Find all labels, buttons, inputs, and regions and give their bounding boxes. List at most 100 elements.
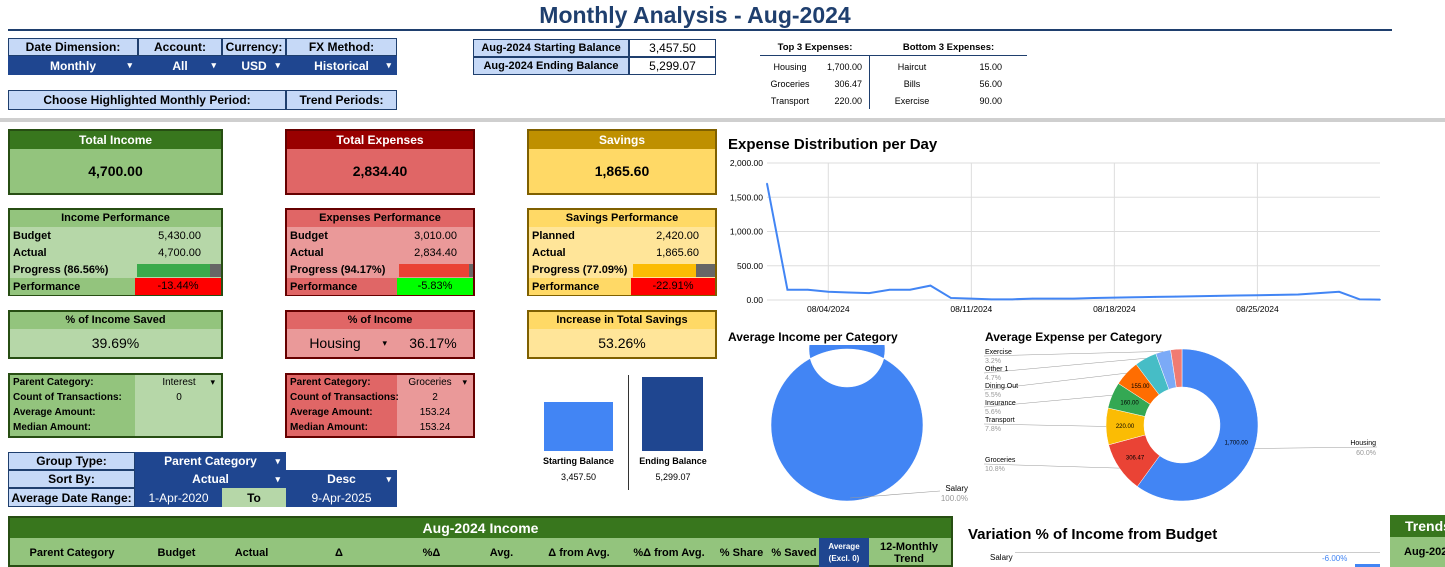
expense-pie-leader (983, 351, 1164, 357)
group-type-label: Group Type: (8, 452, 135, 470)
x-tick-label: 08/11/2024 (950, 304, 992, 314)
total-income-value: 4,700.00 (88, 163, 143, 179)
sort-by-dropdown[interactable]: Actual (135, 470, 286, 488)
income-parent-dropdown[interactable]: Interest (137, 375, 221, 390)
expense-distribution-title: Expense Distribution per Day (728, 136, 938, 153)
expense-line-series (766, 183, 1381, 301)
expense-point (847, 291, 850, 294)
expense-point (786, 288, 789, 291)
section-divider (0, 118, 1445, 122)
expense-point (868, 292, 870, 294)
date-range-to-label: To (222, 488, 286, 507)
expense-point (1256, 294, 1259, 297)
expense-point (1072, 297, 1075, 300)
account-dropdown[interactable]: All (138, 56, 222, 75)
trends-period: Aug-202 (1390, 537, 1445, 567)
expense-point (1011, 298, 1013, 301)
y-tick-label: 1,000.00 (730, 227, 763, 237)
pct-of-income-card: % of Income Housing 36.17% (285, 310, 475, 359)
y-tick-label: 500.00 (737, 261, 763, 271)
fx-method-dropdown[interactable]: Historical (286, 56, 397, 75)
title-divider (8, 29, 1392, 31)
increase-savings-value: 53.26% (598, 335, 646, 351)
savings-performance-value: -22.91% (631, 278, 715, 295)
income-col-header: Budget (157, 546, 196, 559)
expense-point (1338, 290, 1340, 293)
income-col-header: %Δ from Avg. (633, 546, 705, 559)
pct-category-dropdown[interactable]: Housing (287, 329, 393, 357)
expense-pie-title: Average Expense per Category (985, 330, 1162, 344)
expense-pie-pct: 3.2% (985, 358, 1001, 365)
expense-point (950, 297, 952, 299)
expenses-progress-bar (399, 264, 473, 277)
income-pie-label: Salary (945, 484, 968, 493)
income-saved-value: 39.69% (91, 335, 140, 351)
expense-pie-label: Exercise (985, 349, 1012, 356)
expense-pie-chart: 1,700.00 306.47 220.00 160.00 155.00 Exercise… (983, 348, 1378, 502)
savings-card: Savings 1,865.60 (527, 129, 717, 195)
income-col-header: 12-Monthly Trend (879, 540, 939, 565)
date-dimension-label: Date Dimension: (8, 38, 138, 56)
trend-periods-label[interactable]: Trend Periods: (286, 90, 397, 110)
expense-point (888, 288, 891, 291)
expense-point (990, 298, 993, 301)
expense-point (1093, 297, 1095, 299)
x-tick-label: 08/25/2024 (1236, 304, 1279, 314)
expense-pie-pct: 7.8% (985, 426, 1001, 433)
expense-point (1154, 296, 1157, 298)
currency-dropdown[interactable]: USD (222, 56, 286, 75)
expense-point (1358, 298, 1361, 301)
income-col-header[interactable]: Average (Excl. 0) (819, 538, 869, 567)
expense-pie-leader (1254, 446, 1378, 449)
expense-pie-pct: 4.7% (985, 375, 1001, 382)
variation-bar (1355, 564, 1380, 567)
y-tick-label: 1,500.00 (730, 192, 763, 202)
expense-point (909, 288, 911, 291)
expense-pie-label: Other 1 (985, 366, 1008, 373)
expenses-performance-card: Expenses Performance Budget 3,010.00 Actu… (285, 208, 475, 296)
expense-point (1113, 296, 1116, 299)
variation-row-label: Salary (990, 553, 1013, 562)
expense-pie-label: Groceries (985, 457, 1016, 464)
expense-pie-leader (983, 358, 1146, 374)
variation-row-value: -6.00% (1322, 554, 1348, 563)
expense-pie-pct: 60.0% (1356, 450, 1376, 457)
income-col-header: % Saved (771, 546, 817, 559)
date-range-to[interactable]: 9-Apr-2025 (286, 488, 397, 507)
group-type-dropdown[interactable]: Parent Category (135, 452, 286, 470)
expense-pie-slice (1170, 348, 1183, 388)
date-range-from[interactable]: 1-Apr-2020 (135, 488, 222, 507)
date-dimension-dropdown[interactable]: Monthly (8, 56, 138, 75)
income-pie-pct: 100.0% (941, 494, 968, 503)
top3-title: Top 3 Expenses: (777, 42, 853, 53)
bottom3-title: Bottom 3 Expenses: (902, 42, 995, 53)
trends-header: Trends (1390, 515, 1445, 537)
expense-point (1277, 294, 1279, 296)
expense-point (1052, 297, 1054, 300)
starting-balance-value: 3,457.50 (629, 39, 716, 57)
total-income-card: Total Income 4,700.00 (8, 129, 223, 195)
variation-title: Variation % of Income from Budget (968, 526, 1218, 543)
expense-parent-dropdown[interactable]: Groceries (397, 375, 473, 390)
expense-pie-leader (983, 423, 1107, 427)
total-expenses-card: Total Expenses 2,834.40 (285, 129, 475, 195)
expense-distribution-chart: 2,000.00 1,500.00 1,000.00 500.00 0.00 08/04/… (730, 158, 1381, 314)
ending-balance-bar (642, 377, 703, 451)
top3-list: Housing 1,700.00 Groceries 306.47 Transpor… (770, 61, 862, 106)
expense-point (1195, 295, 1197, 298)
income-col-header: Parent Category (29, 546, 115, 559)
sort-direction-dropdown[interactable]: Desc (286, 470, 397, 488)
balance-bar-chart: Starting Balance 3,457.50 Ending Balance… (530, 372, 720, 492)
expense-pie-leader (983, 372, 1127, 391)
income-pie-slice (770, 345, 924, 502)
x-tick-label: 08/04/2024 (807, 304, 850, 314)
y-tick-label: 2,000.00 (730, 158, 763, 168)
expense-pie-pct: 5.6% (985, 409, 1001, 416)
income-category-stats: Parent Category: Interest Count of Trans… (8, 373, 223, 438)
expense-pie-label: Insurance (985, 400, 1016, 407)
expense-pie-pct: 5.5% (985, 392, 1001, 399)
ending-balance-bar-value: 5,299.07 (655, 472, 691, 482)
highlight-period-label: Choose Highlighted Monthly Period: (8, 90, 286, 110)
income-col-header: Avg. (489, 546, 514, 559)
bottom3-list: Haircut 15.00 Bills 56.00 Exercise 90.00 (894, 61, 1002, 106)
